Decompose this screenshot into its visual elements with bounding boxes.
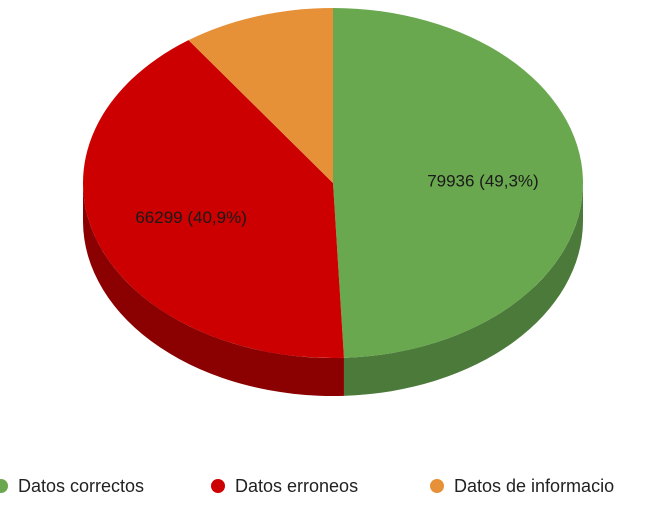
- pie-top-slices: [83, 8, 584, 358]
- legend-label-informacion: Datos de informacio: [454, 475, 615, 496]
- pie-side-datos-correctos: [343, 183, 583, 396]
- pie-side-datos-erroneos: [83, 183, 344, 396]
- pie-label-datos-correctos: 79936 (49,3%): [427, 172, 539, 191]
- legend-label-erroneos: Datos erroneos: [235, 475, 359, 496]
- pie-slice-datos-erroneos[interactable]: [83, 40, 344, 358]
- legend-item-datos-erroneos[interactable]: Datos erroneos: [211, 471, 358, 501]
- pie-slice-datos-correctos[interactable]: [333, 8, 584, 358]
- legend-swatch-erroneos: [211, 479, 225, 493]
- pie-label-datos-erroneos: 66299 (40,9%): [135, 208, 247, 227]
- legend-label-correctos: Datos correctos: [18, 475, 145, 496]
- pie-slice-labels: 79936 (49,3%) 66299 (40,9%): [135, 172, 538, 227]
- chart-legend: Datos correctos Datos erroneos Datos de …: [0, 471, 658, 501]
- pie-slice-datos-de-informacion[interactable]: [188, 8, 333, 183]
- pie-side-walls: [83, 183, 583, 396]
- legend-swatch-informacion: [430, 479, 444, 493]
- legend-item-datos-correctos[interactable]: Datos correctos: [0, 471, 144, 501]
- legend-swatch-correctos: [0, 479, 8, 493]
- legend-item-datos-informacion[interactable]: Datos de informacio: [430, 471, 614, 501]
- pie-chart: 79936 (49,3%) 66299 (40,9%): [83, 8, 584, 396]
